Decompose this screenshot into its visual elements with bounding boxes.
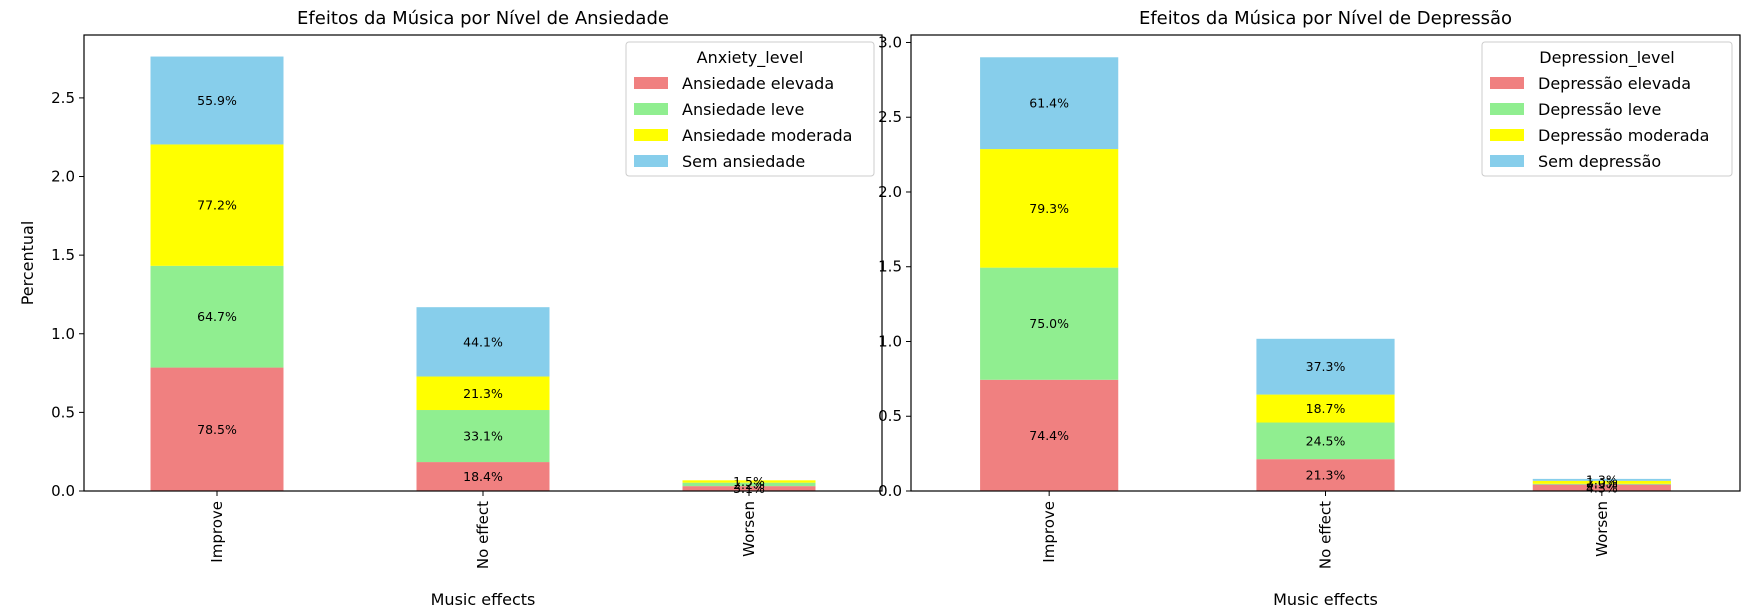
x-tick-label: Improve <box>208 501 226 563</box>
chart-title: Efeitos da Música por Nível de Depressão <box>1139 8 1512 29</box>
legend-label: Depressão moderada <box>1538 126 1709 145</box>
bar-value-label: 18.7% <box>1306 401 1346 416</box>
bar-value-label: 64.7% <box>197 309 237 324</box>
x-tick-label: No effect <box>1317 501 1335 569</box>
y-tick-label: 1.0 <box>878 332 902 350</box>
bar-value-label: 78.5% <box>197 422 237 437</box>
bar-value-label: 75.0% <box>1029 316 1069 331</box>
bar-ansiedade-elevada-no-effect <box>416 462 550 491</box>
legend-label: Depressão leve <box>1538 100 1661 119</box>
legend-box <box>1481 41 1733 177</box>
legend-swatch-ansiedade-moderada <box>634 129 668 141</box>
y-tick-label: 2.5 <box>51 89 75 107</box>
bar-value-label: 61.4% <box>1029 96 1069 111</box>
legend: Depression_level Depressão elevada Depress… <box>1481 41 1733 177</box>
bar-ansiedade-elevada-worsen <box>682 486 816 491</box>
legend-label: Sem depressão <box>1538 152 1661 171</box>
bar-ansiedade-moderada-worsen <box>682 480 816 483</box>
y-tick-label: 3.0 <box>878 33 902 51</box>
legend-swatch-depressao-leve <box>1490 103 1524 115</box>
legend-box <box>625 41 875 177</box>
bar-depressao-leve-improve <box>980 267 1119 380</box>
bar-depressao-moderada-no-effect <box>1256 394 1395 423</box>
bar-sem-depressao-no-effect <box>1256 338 1395 395</box>
x-axis-label: Music effects <box>431 590 536 609</box>
legend-swatch-ansiedade-elevada <box>634 77 668 89</box>
bar-value-label: 55.9% <box>197 93 237 108</box>
y-tick-label: 2.5 <box>878 108 902 126</box>
bar-value-label: 2.0% <box>1586 475 1618 490</box>
bar-depressao-leve-no-effect <box>1256 422 1395 460</box>
chart-panel-2: Efeitos da Música por Nível de Depressão… <box>878 8 1741 609</box>
legend-title: Depression_level <box>1539 48 1674 68</box>
bar-depressao-moderada-improve <box>980 149 1119 268</box>
bar-value-label: 21.3% <box>1306 468 1346 483</box>
legend-swatch-sem-depressao <box>1490 155 1524 167</box>
bar-value-label: 1.3% <box>1586 472 1618 487</box>
y-tick-label: 1.0 <box>51 325 75 343</box>
bar-value-label: 21.3% <box>463 386 503 401</box>
bar-value-label: 18.4% <box>463 469 503 484</box>
bar-value-label: 79.3% <box>1029 201 1069 216</box>
bar-ansiedade-leve-improve <box>150 265 284 368</box>
x-tick-label: Improve <box>1040 501 1058 563</box>
bar-depressao-moderada-worsen <box>1532 480 1671 484</box>
bar-value-label: 77.2% <box>197 198 237 213</box>
bar-value-label: 37.3% <box>1306 359 1346 374</box>
chart-panel-1: Efeitos da Música por Nível de Ansiedade… <box>18 8 883 609</box>
y-tick-label: 1.5 <box>878 258 902 276</box>
legend-title: Anxiety_level <box>697 48 804 68</box>
chart-title: Efeitos da Música por Nível de Ansiedade <box>297 8 669 29</box>
y-tick-label: 0.0 <box>51 482 75 500</box>
bar-ansiedade-leve-no-effect <box>416 410 550 463</box>
y-tick-label: 1.5 <box>51 246 75 264</box>
legend-swatch-sem-ansiedade <box>634 155 668 167</box>
bar-depressao-leve-worsen <box>1532 483 1671 485</box>
bar-value-label: 24.5% <box>1306 433 1346 448</box>
y-tick-label: 0.5 <box>51 403 75 421</box>
bar-value-label: 74.4% <box>1029 428 1069 443</box>
bar-sem-ansiedade-improve <box>150 56 284 145</box>
x-tick-label: Worsen <box>740 501 758 557</box>
x-tick-label: Worsen <box>1593 501 1611 557</box>
bar-ansiedade-leve-worsen <box>682 482 816 487</box>
bar-depressao-elevada-worsen <box>1532 484 1671 491</box>
legend-label: Sem ansiedade <box>682 152 805 171</box>
x-axis-label: Music effects <box>1273 590 1378 609</box>
bar-depressao-elevada-improve <box>980 379 1119 491</box>
legend-label: Ansiedade leve <box>682 100 804 119</box>
y-tick-label: 2.0 <box>878 183 902 201</box>
bar-sem-depressao-improve <box>980 57 1119 150</box>
legend-label: Ansiedade elevada <box>682 74 834 93</box>
bar-value-label: 44.1% <box>463 334 503 349</box>
y-tick-label: 0.5 <box>878 407 902 425</box>
bar-value-label: 1.5% <box>733 474 765 489</box>
plot-area-frame <box>910 34 1741 492</box>
legend-swatch-ansiedade-leve <box>634 103 668 115</box>
y-tick-label: 0.0 <box>878 482 902 500</box>
plot-area-frame <box>83 34 883 492</box>
legend-swatch-depressao-elevada <box>1490 77 1524 89</box>
y-axis-label: Percentual <box>18 221 37 306</box>
bar-ansiedade-elevada-improve <box>150 367 284 491</box>
bar-value-label: 33.1% <box>463 429 503 444</box>
legend-swatch-depressao-moderada <box>1490 129 1524 141</box>
bar-ansiedade-moderada-improve <box>150 144 284 266</box>
bar-depressao-elevada-no-effect <box>1256 459 1395 491</box>
legend: Anxiety_level Ansiedade elevada Ansiedade … <box>625 41 875 177</box>
bar-sem-depressao-worsen <box>1532 478 1671 481</box>
bar-sem-ansiedade-no-effect <box>416 307 550 377</box>
legend-label: Depressão elevada <box>1538 74 1691 93</box>
bar-ansiedade-moderada-no-effect <box>416 376 550 411</box>
legend-label: Ansiedade moderada <box>682 126 852 145</box>
y-tick-label: 2.0 <box>51 168 75 186</box>
x-tick-label: No effect <box>474 501 492 569</box>
